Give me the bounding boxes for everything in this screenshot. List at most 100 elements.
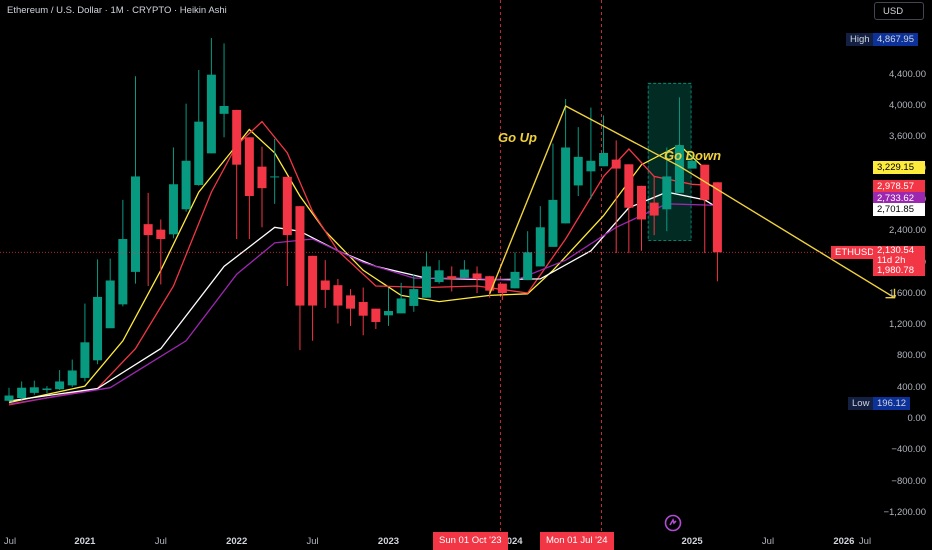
moving-average-line-4 [8,203,718,405]
projection-line[interactable] [489,105,896,299]
candle-2023-12 [523,231,533,281]
candle-body [232,109,242,165]
price-tick-label: 4,400.00 [889,68,926,80]
candle-2022-03 [257,146,267,228]
low-label: Low [848,397,874,410]
chart-title: Ethereum / U.S. Dollar · 1M · CRYPTO · H… [7,5,227,16]
go-down-annotation[interactable]: Go Down [664,148,722,163]
time-tick-label: 2026 [833,536,855,547]
candle-2020-10 [42,386,52,394]
go-up-annotation[interactable]: Go Up [498,130,537,145]
candle-body [434,270,444,283]
candle-body [573,156,583,186]
candle-body [118,239,128,305]
crosshair-date-1: Sun 01 Oct '23 [433,532,508,550]
candle-body [257,166,267,189]
candle-body [282,176,292,236]
candle-2024-08 [624,164,634,254]
time-tick-label: Jul [761,536,775,547]
candle-body [93,296,103,361]
candle-body [42,388,52,391]
candle-2021-01 [80,303,90,382]
candle-body [346,295,356,309]
time-tick-label: Jul [3,536,17,547]
candle-2023-10 [497,283,507,301]
price-tick-label: 4,000.00 [889,100,926,111]
moving-average-lines [8,120,718,406]
symbol-tag: ETHUSD [831,246,879,259]
candle-body [143,224,153,236]
candle-2022-10 [346,289,356,326]
candle-body [371,308,381,322]
candle-body [637,185,646,220]
candle-2023-07 [459,260,469,278]
projection-path[interactable] [489,105,895,299]
currency-button[interactable]: USD [874,2,924,20]
candle-body [384,311,393,316]
candle-2020-12 [67,359,77,387]
candle-countdown: 11d 2h [877,255,906,266]
candle-body [308,255,318,306]
ma-value-tag: 2,701.85 [873,203,925,216]
candle-2021-05 [131,76,140,284]
projection-arrowhead [885,288,896,299]
candle-2023-04 [421,251,431,298]
candle-body [510,271,520,289]
candle-body [409,289,419,306]
time-tick-label: Jul [858,536,872,547]
candle-2022-11 [358,287,368,336]
candle-body [29,387,39,393]
candle-body [194,121,204,186]
candle-2021-04 [118,199,128,307]
candle-2023-06 [447,266,457,292]
time-tick-label: 2022 [226,536,248,547]
price-tick-label: 1,200.00 [889,319,926,331]
candle-2020-07 [4,387,14,402]
crosshair-date-2: Mon 01 Jul '24 [540,532,614,550]
candle-2021-10 [194,70,204,186]
candle-body [649,202,659,216]
price-tick-label: −400.00 [891,444,926,456]
candle-2024-01 [535,206,545,267]
moving-average-line-3 [8,191,718,402]
candle-body [219,106,229,114]
moving-average-line-2 [8,120,718,406]
candle-body [131,176,140,272]
candle-2021-07 [156,219,166,285]
time-tick-label: Jul [306,536,319,547]
candle-2024-12 [674,97,684,193]
candle-body [485,276,495,291]
high-label: High [846,33,874,46]
candle-body [497,283,507,294]
candle-body [333,285,343,306]
price-tick-label: 2,400.00 [889,225,926,237]
candle-2022-04 [270,138,280,204]
candle-body [548,199,558,247]
candle-2024-05 [586,107,596,200]
candle-body [586,160,596,172]
candle-body [295,206,305,306]
candle-body [447,276,457,279]
candle-body [687,160,697,169]
tradingview-logo-icon[interactable] [664,514,682,532]
high-value: 4,867.95 [873,33,918,46]
candle-body [662,176,672,210]
price-tick-label: 3,600.00 [889,131,926,143]
candle-body [270,176,280,178]
candle-2022-01 [232,109,242,240]
candle-2021-09 [181,103,191,212]
candle-2023-03 [409,274,419,312]
candle-2024-09 [637,185,646,251]
candle-body [523,252,533,281]
candle-2022-06 [295,206,305,351]
candle-2021-03 [105,258,115,329]
candle-body [206,74,216,154]
candle-2020-08 [17,381,27,400]
candle-2021-02 [93,259,103,365]
candle-2023-01 [384,287,393,326]
candle-2021-06 [143,192,153,286]
candle-2020-09 [29,380,39,395]
candle-body [624,164,634,208]
price-tick-label: −800.00 [891,475,926,487]
